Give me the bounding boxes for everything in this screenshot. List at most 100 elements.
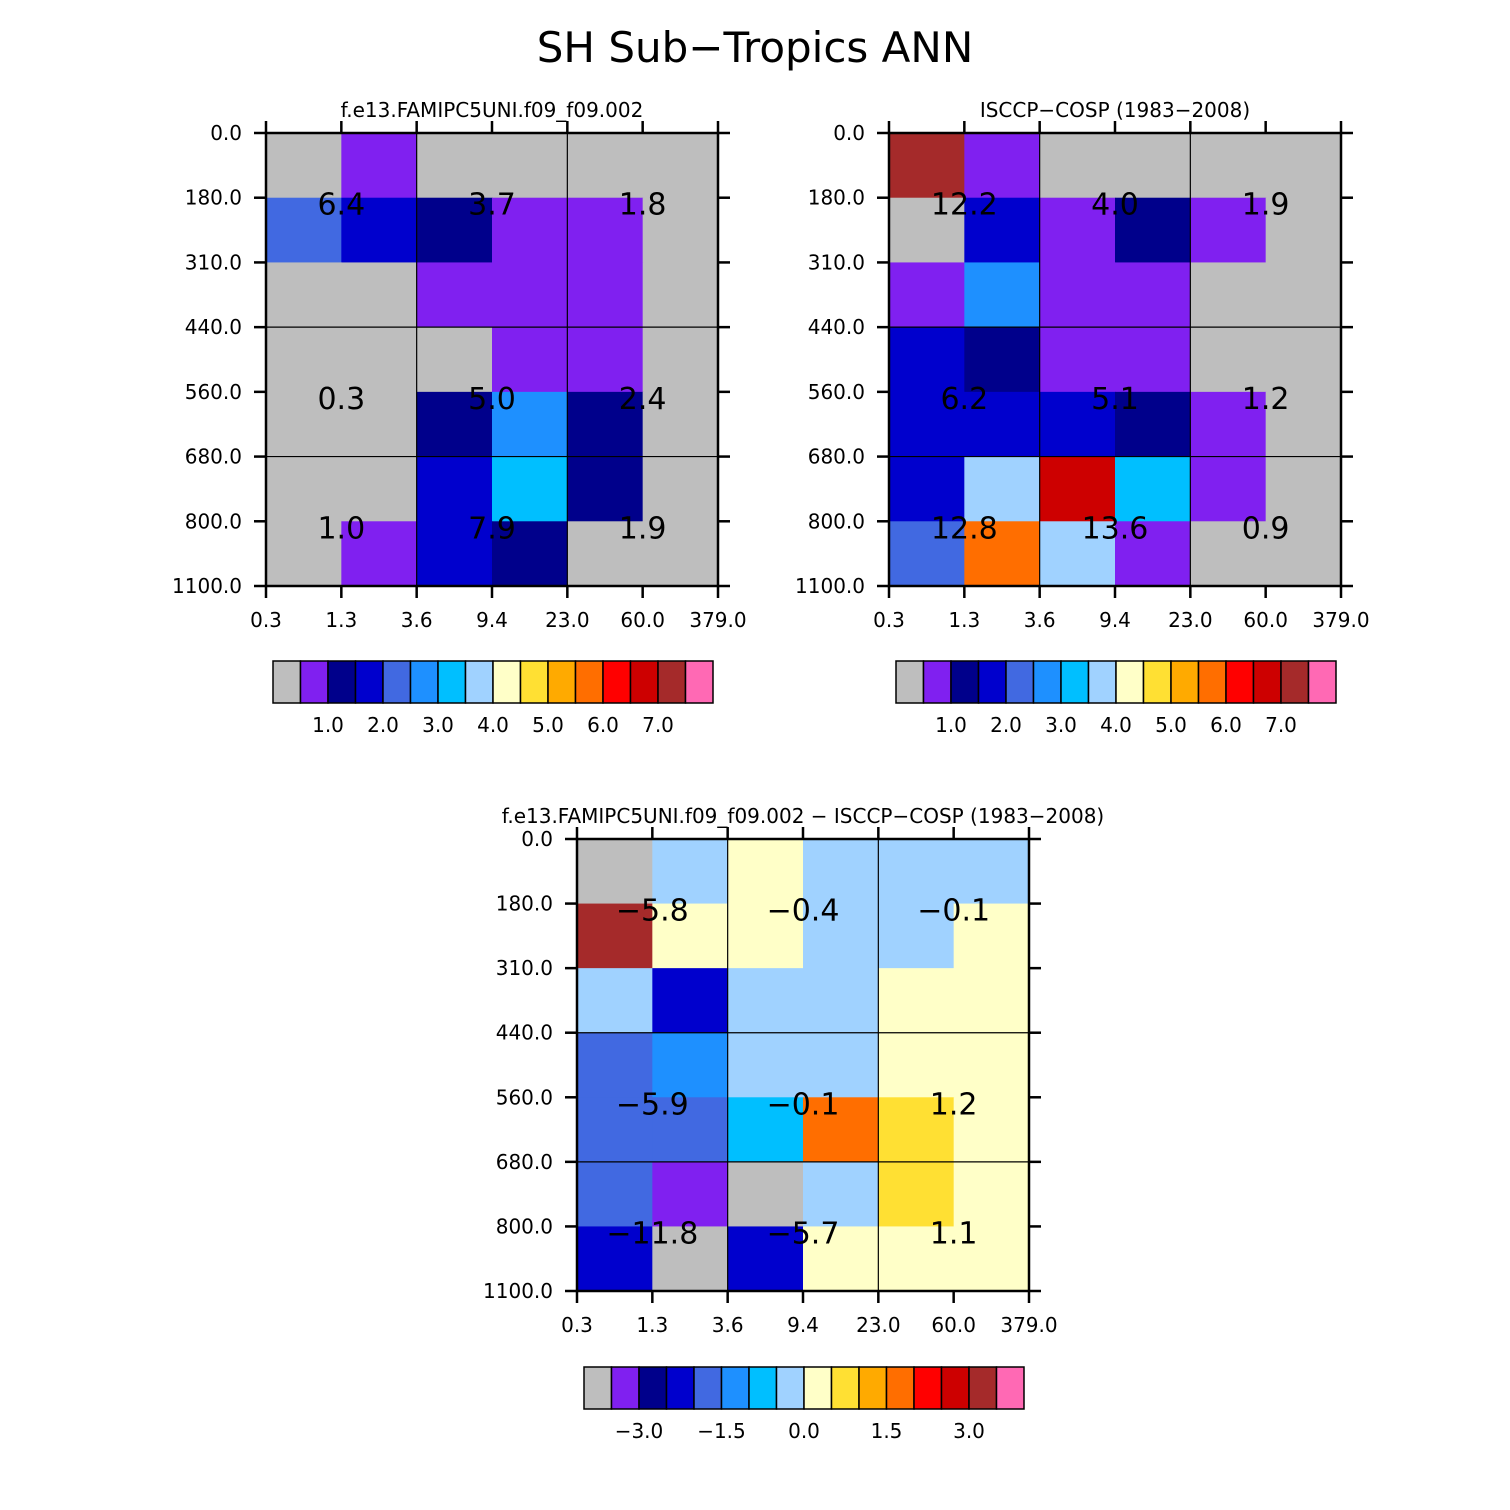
heatmap-cell <box>1265 456 1342 522</box>
heatmap-cell <box>878 1226 955 1292</box>
heatmap-cell <box>1190 456 1267 522</box>
heatmap-cell <box>889 521 965 587</box>
heatmap-cell <box>642 197 719 264</box>
colorbar-swatch <box>720 1366 750 1410</box>
total-label: 6.2 <box>940 382 988 417</box>
heatmap-cell <box>1190 133 1267 199</box>
heatmap-cell <box>492 197 568 264</box>
heatmap-cell <box>341 133 418 199</box>
colorbar-swatch <box>803 1366 833 1410</box>
total-label: 1.9 <box>1242 188 1290 223</box>
heatmap-cell <box>266 262 342 328</box>
heatmap-cell <box>964 327 1041 393</box>
x-tick-label: 0.3 <box>873 608 905 632</box>
total-label: 3.7 <box>468 188 516 223</box>
heatmap-cell <box>266 197 342 264</box>
colorbar-label: 0.0 <box>788 1419 820 1443</box>
heatmap-cell <box>567 133 644 199</box>
colorbar-label: 5.0 <box>1155 713 1187 737</box>
heatmap-cell <box>642 521 719 587</box>
colorbar-swatch <box>1005 660 1035 704</box>
heatmap-cell <box>341 197 418 264</box>
colorbar: −3.0 −1.5 0.0 1.5 3.0 <box>583 1366 1025 1443</box>
colorbar-swatch <box>629 660 659 704</box>
heatmap-cell <box>803 903 879 969</box>
colorbar-swatch <box>922 660 952 704</box>
heatmap-cell <box>567 197 644 264</box>
y-tick-label: 310.0 <box>496 956 553 980</box>
heatmap-cell <box>652 968 729 1034</box>
colorbar-swatch <box>913 1366 943 1410</box>
heatmap-cell <box>341 327 418 393</box>
total-label: 1.2 <box>930 1087 978 1122</box>
colorbar-label: 6.0 <box>587 713 619 737</box>
heatmap-cell <box>727 968 804 1034</box>
x-tick-label: 9.4 <box>1099 608 1131 632</box>
heatmap-cell <box>492 391 568 458</box>
colorbar-swatch <box>895 660 925 704</box>
panel-subtitle: f.e13.FAMIPC5UNI.f09_f09.002 − ISCCP−COS… <box>502 804 1104 828</box>
total-label: 2.4 <box>619 382 667 417</box>
heatmap-cell <box>964 133 1041 199</box>
total-label: 12.8 <box>931 511 998 546</box>
heatmap-cell <box>652 1097 729 1163</box>
y-tick-label: 180.0 <box>185 186 242 210</box>
heatmap-cell <box>652 1032 729 1098</box>
colorbar-swatch <box>940 1366 970 1410</box>
colorbar-swatch <box>1197 660 1227 704</box>
heatmap-cell <box>341 521 418 587</box>
x-tick-label: 379.0 <box>689 608 746 632</box>
colorbar-swatch <box>382 660 412 704</box>
colorbar-swatch <box>748 1366 778 1410</box>
heatmap-cell <box>416 262 493 328</box>
colorbar-swatch <box>583 1366 613 1410</box>
total-label: −0.1 <box>767 1087 840 1122</box>
colorbar-swatch <box>1225 660 1255 704</box>
colorbar-swatch <box>464 660 494 704</box>
heatmap-cell <box>889 197 965 264</box>
total-label: −0.1 <box>917 894 990 929</box>
heatmap-cell <box>964 391 1041 458</box>
heatmap-cell <box>1190 262 1267 328</box>
heatmap-cell <box>878 903 955 969</box>
heatmap-cell <box>652 839 729 905</box>
heatmap-cell <box>1039 456 1116 522</box>
x-tick-label: 23.0 <box>1168 608 1213 632</box>
heatmap-cell <box>567 521 644 587</box>
x-tick-label: 1.3 <box>636 1313 668 1337</box>
colorbar-swatch <box>1087 660 1117 704</box>
heatmap-cell <box>727 903 804 969</box>
panel-2: 12.2 4.0 1.9 6.2 5.1 1.2 12.8 13.6 0.9 ISCCP−COSP… <box>795 98 1370 737</box>
y-tick-label: 1100.0 <box>795 574 865 598</box>
total-label: 0.3 <box>317 382 365 417</box>
heatmap-cell <box>1039 133 1116 199</box>
heatmap-cell <box>266 391 342 458</box>
heatmap-cell <box>341 262 418 328</box>
heatmap-cell <box>803 1226 879 1292</box>
total-label: 7.9 <box>468 511 516 546</box>
heatmap-cell <box>1115 521 1191 587</box>
heatmap-cell <box>878 1161 955 1228</box>
total-label: 0.9 <box>1242 511 1290 546</box>
heatmap-cell <box>1190 327 1267 393</box>
heatmap-cell <box>878 968 955 1034</box>
y-tick-label: 800.0 <box>496 1214 553 1238</box>
panel-subtitle: f.e13.FAMIPC5UNI.f09_f09.002 <box>341 98 644 122</box>
colorbar-label: 2.0 <box>367 713 399 737</box>
y-tick-label: 680.0 <box>496 1150 553 1174</box>
colorbar-swatch <box>665 1366 695 1410</box>
colorbar-label: 3.0 <box>953 1419 985 1443</box>
heatmap-cell <box>878 1097 955 1163</box>
heatmap-cell <box>878 839 955 905</box>
x-tick-label: 0.3 <box>561 1313 593 1337</box>
colorbar-swatch <box>574 660 604 704</box>
total-label: −5.7 <box>767 1216 840 1251</box>
colorbar-swatch <box>437 660 467 704</box>
colorbar-swatch <box>327 660 357 704</box>
colorbar-swatch <box>272 660 302 704</box>
heatmap-cell <box>1265 197 1342 264</box>
y-tick-label: 680.0 <box>808 445 865 469</box>
heatmap-cell <box>953 1032 1030 1098</box>
colorbar-swatch <box>354 660 384 704</box>
heatmap-cell <box>889 456 965 522</box>
